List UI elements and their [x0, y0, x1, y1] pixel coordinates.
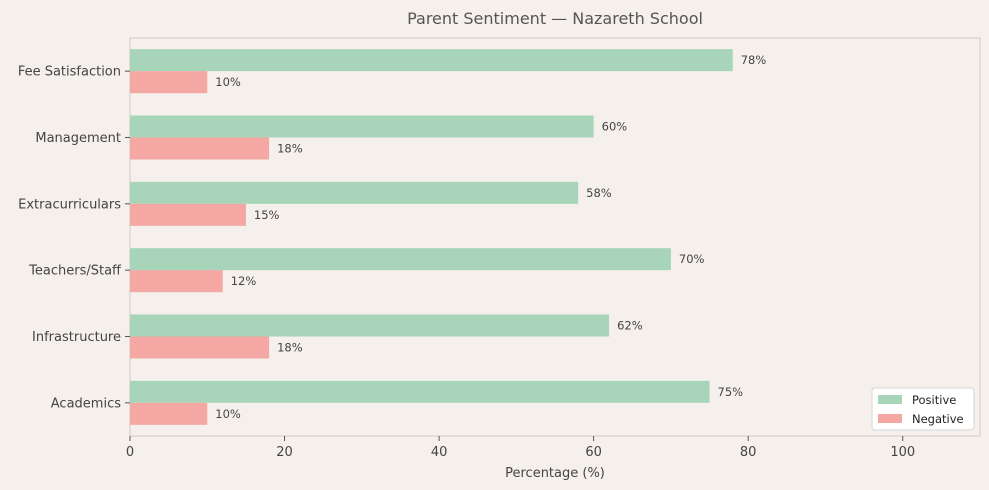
bar-negative [130, 336, 270, 359]
bar-positive [130, 181, 579, 204]
y-tick-label: Management [35, 131, 121, 146]
y-tick-label: Academics [51, 396, 121, 411]
bar-positive [130, 314, 610, 337]
data-label-negative: 18% [277, 142, 303, 156]
data-label-negative: 10% [215, 75, 241, 89]
x-tick-label: 100 [890, 445, 915, 460]
data-label-negative: 15% [254, 208, 280, 222]
bar-negative [130, 203, 246, 226]
bar-negative [130, 402, 208, 425]
bar-positive [130, 380, 710, 403]
x-tick-label: 60 [585, 445, 602, 460]
data-label-negative: 12% [231, 274, 257, 288]
data-label-positive: 70% [679, 252, 705, 266]
data-label-positive: 75% [718, 385, 744, 399]
data-label-positive: 78% [741, 53, 767, 67]
bar-positive [130, 248, 671, 271]
x-tick-label: 0 [126, 445, 134, 460]
y-tick-label: Infrastructure [32, 330, 121, 345]
legend-swatch-negative [878, 414, 902, 423]
bar-negative [130, 270, 223, 293]
x-axis-label: Percentage (%) [505, 466, 605, 481]
bar-negative [130, 71, 208, 94]
data-label-negative: 18% [277, 341, 303, 355]
bar-positive [130, 115, 594, 138]
data-label-negative: 10% [215, 407, 241, 421]
legend-swatch-positive [878, 395, 902, 404]
plot-area [129, 37, 981, 437]
x-tick-label: 20 [276, 445, 293, 460]
y-tick-label: Fee Satisfaction [18, 65, 121, 80]
legend: Positive Negative [871, 387, 975, 431]
y-tick-label: Extracurriculars [18, 197, 121, 212]
data-label-positive: 60% [602, 120, 628, 134]
y-tick-label: Teachers/Staff [28, 264, 122, 279]
chart-title: Parent Sentiment — Nazareth School [407, 9, 703, 28]
bar-positive [130, 49, 733, 72]
legend-label-negative: Negative [912, 412, 964, 426]
data-label-positive: 62% [617, 319, 643, 333]
bar-negative [130, 137, 270, 160]
x-tick-label: 80 [740, 445, 757, 460]
data-label-positive: 58% [586, 186, 612, 200]
x-tick-label: 40 [431, 445, 448, 460]
legend-label-positive: Positive [912, 393, 956, 407]
